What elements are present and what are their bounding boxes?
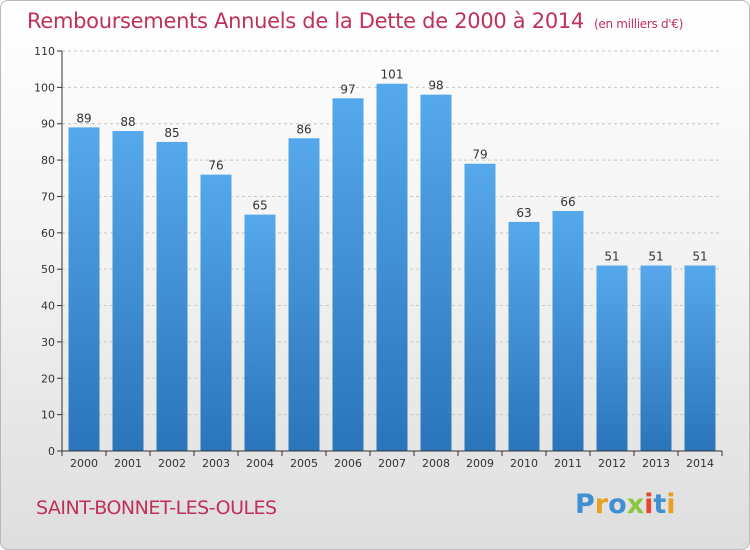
bar xyxy=(376,83,408,452)
y-tick-label: 0 xyxy=(48,445,55,458)
y-tick-label: 70 xyxy=(41,190,55,203)
data-label: 63 xyxy=(516,206,531,220)
data-label: 51 xyxy=(692,250,707,264)
bar xyxy=(508,221,540,451)
logo-letter: x xyxy=(626,489,645,520)
bar xyxy=(464,163,496,451)
y-tick-label: 20 xyxy=(41,372,55,385)
y-tick-label: 40 xyxy=(41,300,55,313)
bar xyxy=(420,94,452,452)
x-tick-label: 2013 xyxy=(642,457,670,470)
data-label: 51 xyxy=(648,250,663,264)
y-tick-label: 30 xyxy=(41,336,55,349)
data-label: 65 xyxy=(252,199,267,213)
x-tick-label: 2000 xyxy=(70,457,98,470)
y-tick-label: 100 xyxy=(34,81,55,94)
x-tick-label: 2012 xyxy=(598,457,626,470)
data-label: 88 xyxy=(120,115,135,129)
data-label: 86 xyxy=(296,122,311,136)
y-tick-label: 60 xyxy=(41,227,55,240)
data-label: 98 xyxy=(428,79,443,93)
data-label: 97 xyxy=(340,82,355,96)
logo-letter: r xyxy=(594,489,609,520)
logo-letter: o xyxy=(608,489,627,520)
bar xyxy=(68,127,100,451)
y-tick-label: 110 xyxy=(34,45,55,58)
bar xyxy=(112,131,144,451)
x-tick-label: 2007 xyxy=(378,457,406,470)
x-tick-label: 2008 xyxy=(422,457,450,470)
chart-title-text: Remboursements Annuels de la Dette de 20… xyxy=(27,9,584,33)
x-tick-label: 2002 xyxy=(158,457,186,470)
x-tick-label: 2004 xyxy=(246,457,274,470)
y-tick-label: 10 xyxy=(41,409,55,422)
data-label: 85 xyxy=(164,126,179,140)
bar xyxy=(640,265,672,451)
data-label: 76 xyxy=(208,159,223,173)
x-tick-label: 2009 xyxy=(466,457,494,470)
y-tick-label: 50 xyxy=(41,263,55,276)
bar xyxy=(288,138,320,452)
logo-letter: i xyxy=(644,489,654,520)
x-tick-label: 2010 xyxy=(510,457,538,470)
y-tick-label: 90 xyxy=(41,118,55,131)
y-tick-label: 80 xyxy=(41,154,55,167)
bars xyxy=(68,83,716,452)
x-tick-label: 2001 xyxy=(114,457,142,470)
commune-name: SAINT-BONNET-LES-OULES xyxy=(36,497,277,519)
axes: 0 10 20 30 40 50 60 70 80 90 100 110 2000 2001 2002 200… xyxy=(34,45,723,470)
bar xyxy=(552,211,584,451)
chart-unit-note: (en milliers d'€) xyxy=(594,17,684,31)
data-label: 51 xyxy=(604,250,619,264)
x-tick-label: 2006 xyxy=(334,457,362,470)
x-tick-label: 2014 xyxy=(686,457,714,470)
logo-letter: i xyxy=(666,489,676,520)
chart-title: Remboursements Annuels de la Dette de 20… xyxy=(27,9,683,33)
x-tick-label: 2003 xyxy=(202,457,230,470)
value-labels: 89 88 85 76 65 86 97 101 98 79 63 66 51 51 51 xyxy=(76,68,707,264)
data-label: 66 xyxy=(560,195,575,209)
bar xyxy=(596,265,628,451)
bar xyxy=(156,141,188,451)
bar xyxy=(684,265,716,451)
proxiti-logo: Proxiti xyxy=(575,489,676,520)
logo-letter: t xyxy=(653,489,667,520)
data-label: 89 xyxy=(76,111,91,125)
data-label: 79 xyxy=(472,148,487,162)
x-tick-label: 2011 xyxy=(554,457,582,470)
logo-letter: P xyxy=(575,489,595,520)
bar xyxy=(244,214,276,451)
bar xyxy=(332,98,364,451)
x-tick-label: 2005 xyxy=(290,457,318,470)
data-label: 101 xyxy=(381,68,404,82)
bar xyxy=(200,174,232,452)
